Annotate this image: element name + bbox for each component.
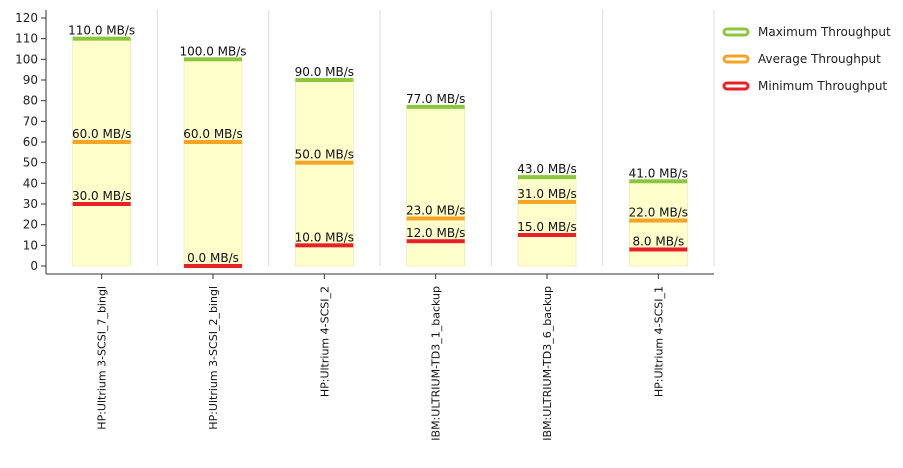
y-tick-label: 110 (15, 32, 38, 46)
marker-avg (72, 140, 131, 144)
data-label-max: 77.0 MB/s (406, 92, 465, 106)
marker-avg (518, 199, 576, 204)
y-tick-label: 120 (15, 11, 38, 25)
legend-item-max: Maximum Throughput (722, 25, 891, 39)
y-tick-label: 0 (30, 259, 38, 273)
marker-max (629, 179, 688, 184)
y-tick-label: 100 (15, 52, 38, 66)
throughput-bar (295, 79, 354, 267)
legend-swatch (722, 54, 750, 64)
data-label-avg: 23.0 MB/s (406, 203, 465, 217)
legend-label: Average Throughput (758, 52, 881, 66)
data-label-avg: 60.0 MB/s (183, 127, 242, 141)
marker-min (72, 202, 131, 206)
marker-max (72, 36, 131, 41)
data-label-min: 12.0 MB/s (406, 226, 465, 240)
marker-min (295, 243, 354, 248)
grid-layer (156, 10, 715, 266)
marker-min (406, 239, 465, 244)
y-tick-label: 40 (23, 176, 38, 190)
data-label-avg: 22.0 MB/s (629, 206, 688, 220)
marker-avg (184, 140, 242, 144)
y-tick-label: 20 (23, 218, 38, 232)
marker-max (295, 78, 354, 82)
legend-item-min: Minimum Throughput (722, 79, 887, 93)
axis-layer: 0 10 20 30 40 50 60 70 80 90 100 110 120 HP:Ultrium 3… (15, 10, 714, 441)
data-label-min: 30.0 MB/s (72, 189, 131, 203)
y-tick-label: 70 (23, 114, 38, 128)
data-label-min: 10.0 MB/s (295, 230, 354, 244)
legend-swatch (722, 27, 750, 37)
data-label-min: 15.0 MB/s (517, 220, 576, 234)
throughput-bar (629, 180, 688, 267)
marker-avg (406, 216, 465, 221)
marker-min (629, 247, 688, 252)
y-tick-label: 50 (23, 156, 38, 170)
y-tick-label: 80 (23, 94, 38, 108)
marker-min (518, 233, 576, 237)
y-tick-label: 90 (23, 73, 38, 87)
category-label: HP:Ultrium 3-SCSI_2_bingl (207, 286, 220, 430)
category-label: HP:Ultrium 4-SCSI_1 (652, 286, 665, 397)
data-label-avg: 31.0 MB/s (517, 187, 576, 201)
data-label-max: 110.0 MB/s (68, 24, 135, 38)
marker-avg (629, 218, 688, 223)
y-tick-label: 10 (23, 238, 38, 252)
throughput-bar (183, 59, 243, 267)
y-tick-label: 30 (23, 197, 38, 211)
legend-item-avg: Average Throughput (722, 52, 881, 66)
marker-min (184, 264, 242, 268)
throughput-bar (72, 38, 131, 267)
data-label-max: 43.0 MB/s (517, 162, 576, 176)
data-label-min: 0.0 MB/s (187, 251, 239, 265)
marker-avg (295, 160, 354, 165)
legend-label: Minimum Throughput (758, 79, 887, 93)
data-label-avg: 60.0 MB/s (72, 127, 131, 141)
category-label: HP:Ultrium 4-SCSI_2 (318, 286, 331, 397)
data-label-min: 8.0 MB/s (632, 234, 684, 248)
category-label: HP:Ultrium 3-SCSI_7_bingl (96, 286, 109, 430)
category-label: IBM:ULTRIUM-TD3_1_backup (430, 286, 443, 441)
legend-swatch (722, 81, 750, 91)
data-label-max: 90.0 MB/s (295, 65, 354, 79)
bars-layer: 110.0 MB/s 60.0 MB/s 30.0 MB/s 100.0 MB/s 60… (68, 24, 688, 268)
data-label-max: 41.0 MB/s (629, 166, 688, 180)
y-tick-label: 60 (23, 135, 38, 149)
data-label-avg: 50.0 MB/s (295, 148, 354, 162)
legend: Maximum Throughput Average Throughput Mini… (722, 25, 891, 93)
data-label-max: 100.0 MB/s (179, 44, 246, 58)
marker-max (518, 175, 576, 180)
marker-max (406, 104, 465, 109)
throughput-bar (517, 176, 577, 267)
category-label: IBM:ULTRIUM-TD3_6_backup (541, 286, 554, 441)
legend-label: Maximum Throughput (758, 25, 891, 39)
marker-max (184, 57, 242, 62)
